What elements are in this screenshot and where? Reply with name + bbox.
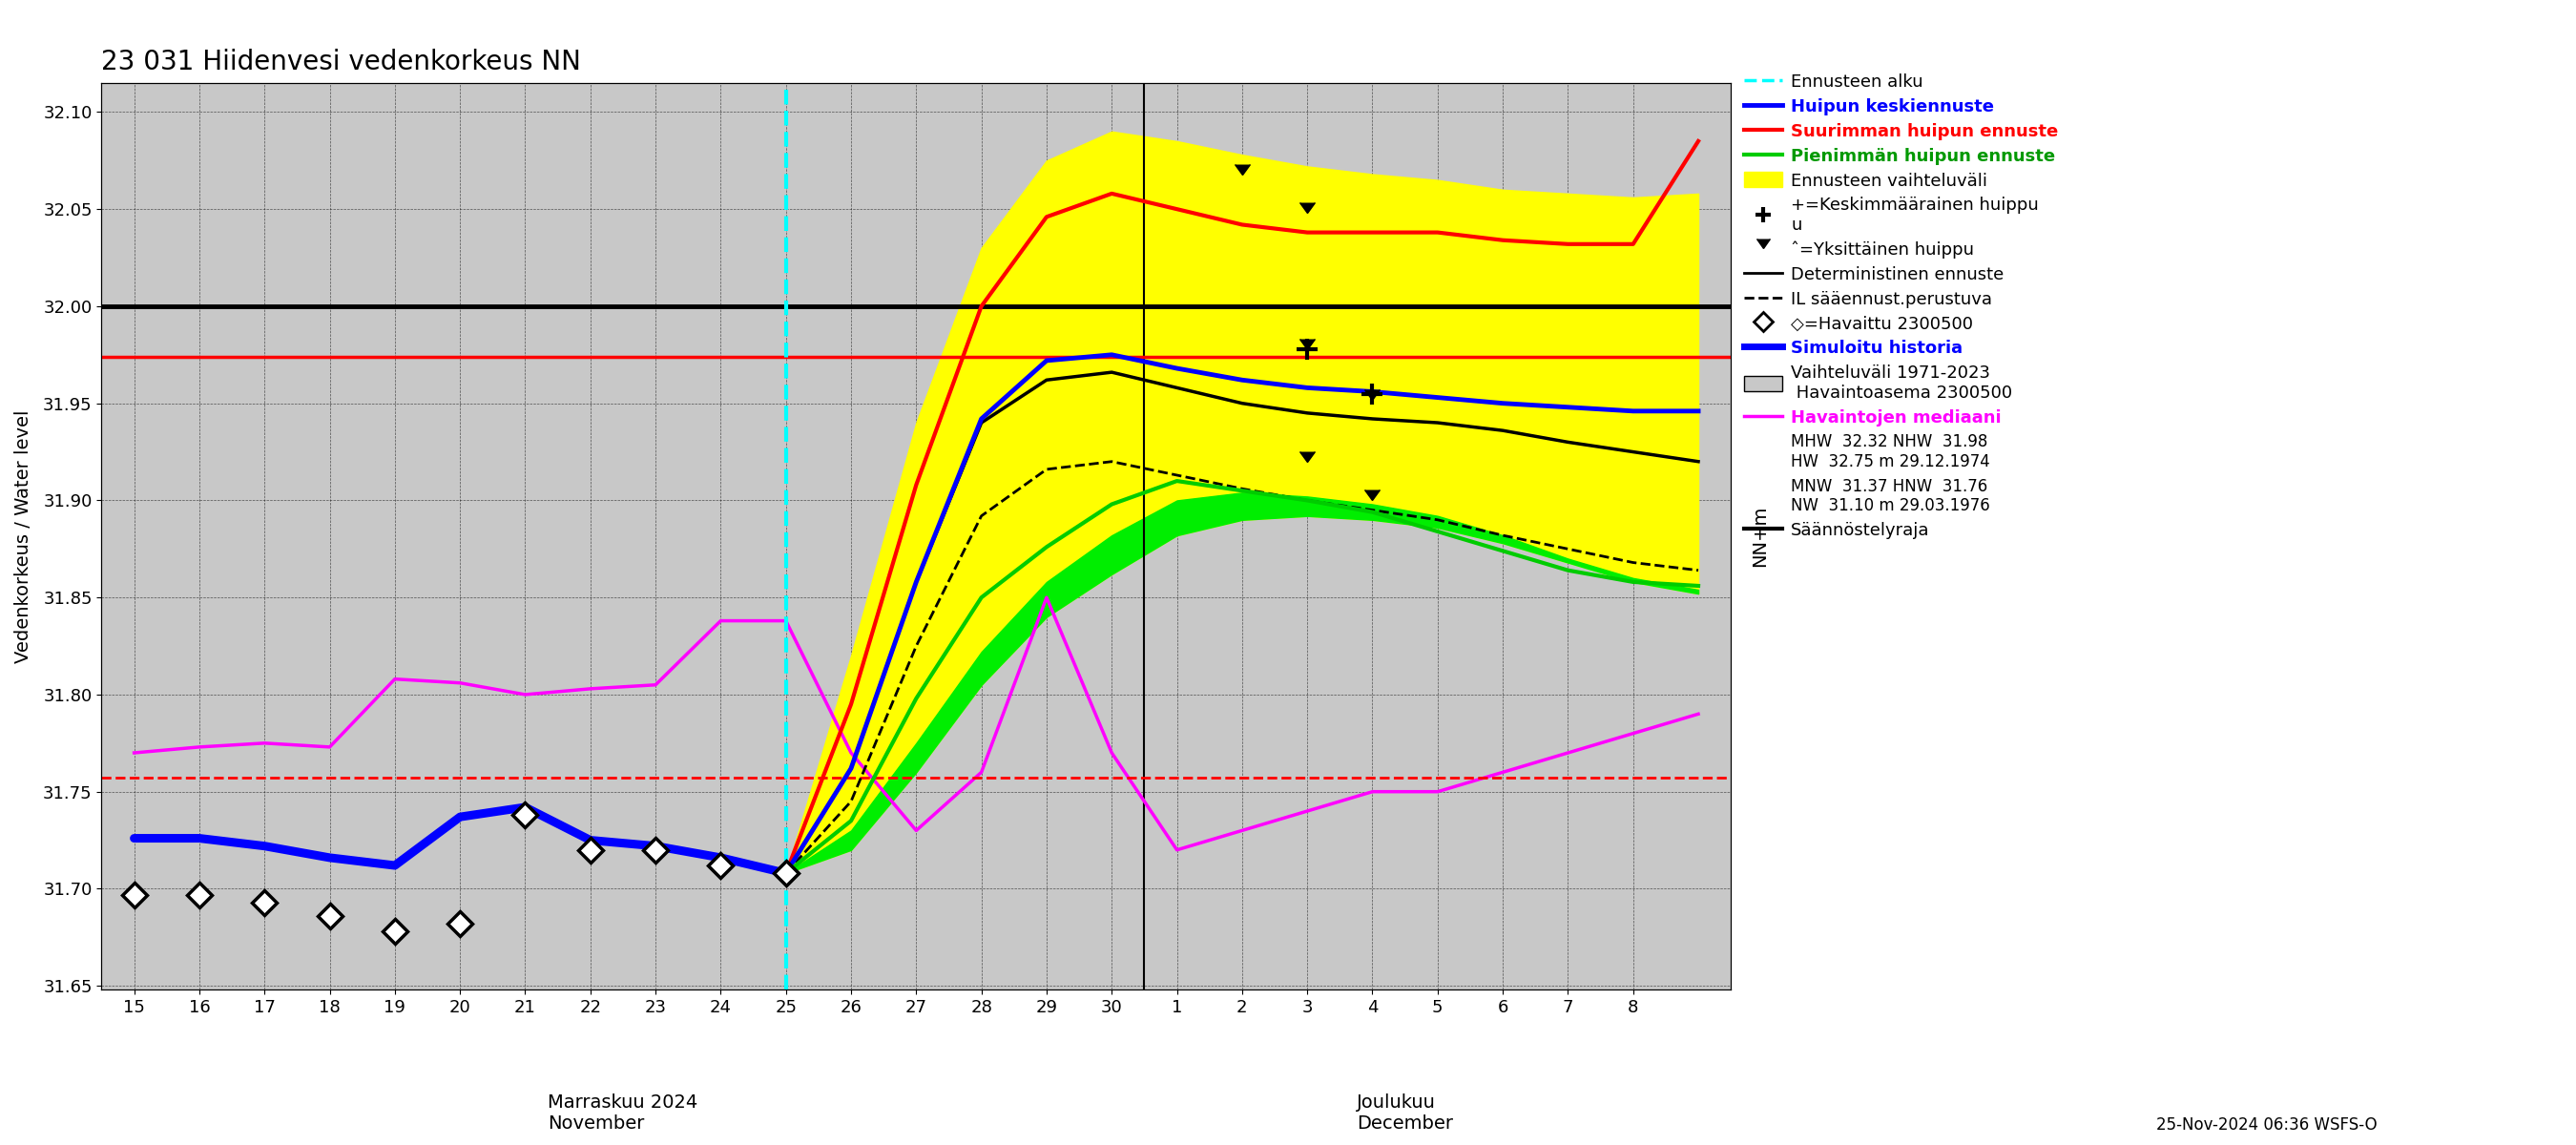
Text: 23 031 Hiidenvesi vedenkorkeus NN: 23 031 Hiidenvesi vedenkorkeus NN: [100, 48, 582, 76]
Legend: Ennusteen alku, Huipun keskiennuste, Suurimman huipun ennuste, Pienimmän huipun : Ennusteen alku, Huipun keskiennuste, Suu…: [1744, 73, 2058, 539]
Text: 25-Nov-2024 06:36 WSFS-O: 25-Nov-2024 06:36 WSFS-O: [2156, 1116, 2378, 1134]
Text: Joulukuu
December: Joulukuu December: [1358, 1093, 1453, 1132]
Text: Marraskuu 2024
November: Marraskuu 2024 November: [549, 1093, 698, 1132]
Y-axis label: NN+m: NN+m: [1752, 506, 1770, 567]
Y-axis label: Vedenkorkeus / Water level: Vedenkorkeus / Water level: [15, 410, 33, 663]
